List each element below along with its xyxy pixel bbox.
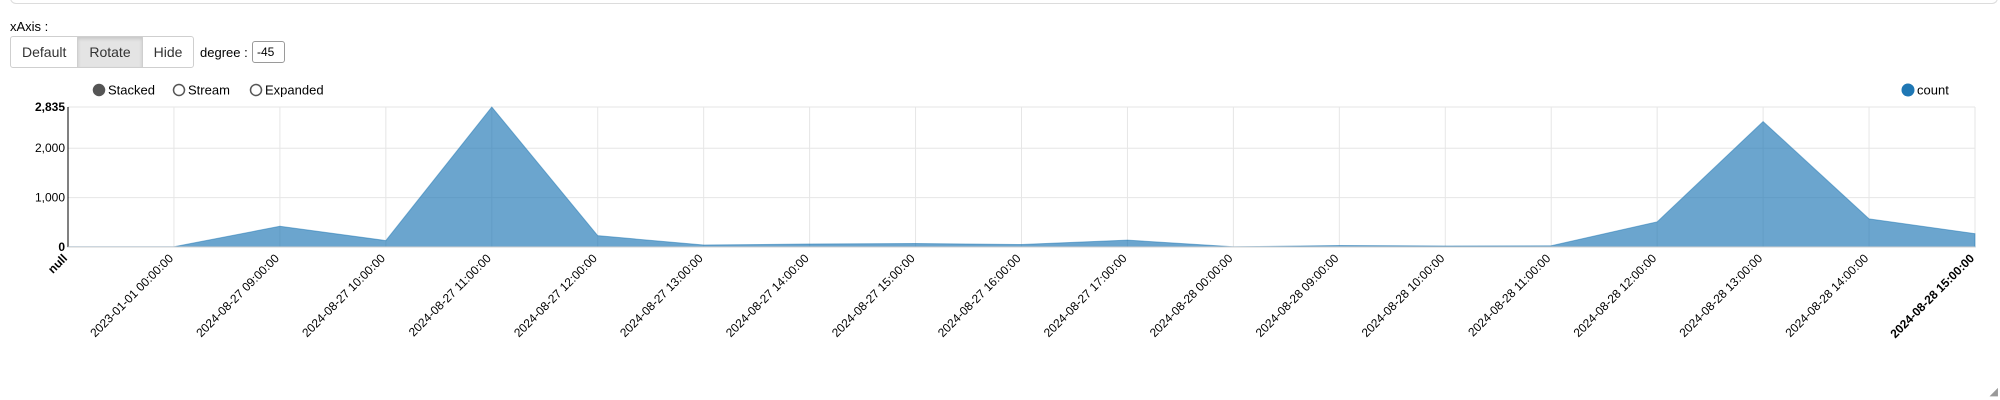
x-tick-label: 2024-08-27 16:00:00 [935, 251, 1024, 340]
data-point [1655, 220, 1659, 224]
x-tick-label: 2024-08-28 15:00:00 [1887, 251, 1977, 341]
x-tick-label: 2024-08-28 00:00:00 [1147, 251, 1236, 340]
data-point [808, 242, 812, 246]
data-point [278, 224, 282, 228]
y-tick-label: 0 [58, 240, 65, 254]
x-tick-label: 2024-08-27 11:00:00 [406, 251, 494, 339]
x-tick-label: 2024-08-28 14:00:00 [1782, 251, 1871, 340]
x-tick-label: 2024-08-27 15:00:00 [829, 251, 918, 340]
x-tick-label: 2024-08-28 12:00:00 [1571, 251, 1660, 340]
data-point [490, 105, 494, 109]
area-series-count [67, 106, 1976, 248]
data-point [1867, 217, 1871, 221]
data-point [384, 239, 388, 243]
top-panel-frame [10, 0, 1998, 4]
data-point [1761, 120, 1765, 124]
data-point [702, 243, 706, 247]
rotate-button[interactable]: Rotate [77, 36, 143, 68]
x-tick-label: 2024-08-27 17:00:00 [1041, 251, 1130, 340]
x-tick-label: 2024-08-27 14:00:00 [723, 251, 812, 340]
x-tick-label: 2024-08-28 10:00:00 [1359, 251, 1448, 340]
x-tick-label: 2024-08-28 13:00:00 [1677, 251, 1766, 340]
data-point [914, 242, 918, 246]
legend-swatch[interactable] [1901, 83, 1915, 97]
xaxis-label: xAxis : [10, 19, 49, 34]
x-tick-label: 2023-01-01 00:00:00 [87, 251, 176, 340]
data-point [596, 234, 600, 238]
xaxis-button-group: Default Rotate Hide [10, 36, 195, 68]
degree-label: degree : [200, 45, 248, 60]
x-tick-label: 2024-08-27 13:00:00 [617, 251, 706, 340]
hide-button[interactable]: Hide [141, 36, 195, 68]
resize-handle-icon[interactable]: ◢ [1989, 386, 1998, 398]
x-tick-label: 2024-08-28 11:00:00 [1465, 251, 1553, 339]
radio-stream[interactable] [172, 83, 186, 97]
stack-mode-label[interactable]: Stacked [108, 83, 155, 98]
y-tick-label: 2,835 [35, 100, 65, 114]
x-tick-label: null [45, 251, 70, 276]
stack-mode-label[interactable]: Expanded [265, 83, 324, 98]
y-tick-label: 2,000 [35, 141, 65, 155]
radio-stacked[interactable] [92, 83, 106, 97]
radio-expanded[interactable] [249, 83, 263, 97]
x-tick-label: 2024-08-27 10:00:00 [299, 251, 388, 340]
degree-input[interactable] [252, 41, 285, 63]
data-point [1973, 232, 1977, 236]
x-tick-label: 2024-08-27 12:00:00 [511, 251, 600, 340]
x-tick-label: 2024-08-28 09:00:00 [1253, 251, 1342, 340]
data-point [1020, 243, 1024, 247]
data-point [1125, 238, 1129, 242]
y-tick-label: 1,000 [35, 191, 65, 205]
x-tick-label: 2024-08-27 09:00:00 [193, 251, 282, 340]
stack-mode-label[interactable]: Stream [188, 83, 230, 98]
default-button[interactable]: Default [10, 36, 79, 68]
legend-label[interactable]: count [1917, 83, 1949, 98]
